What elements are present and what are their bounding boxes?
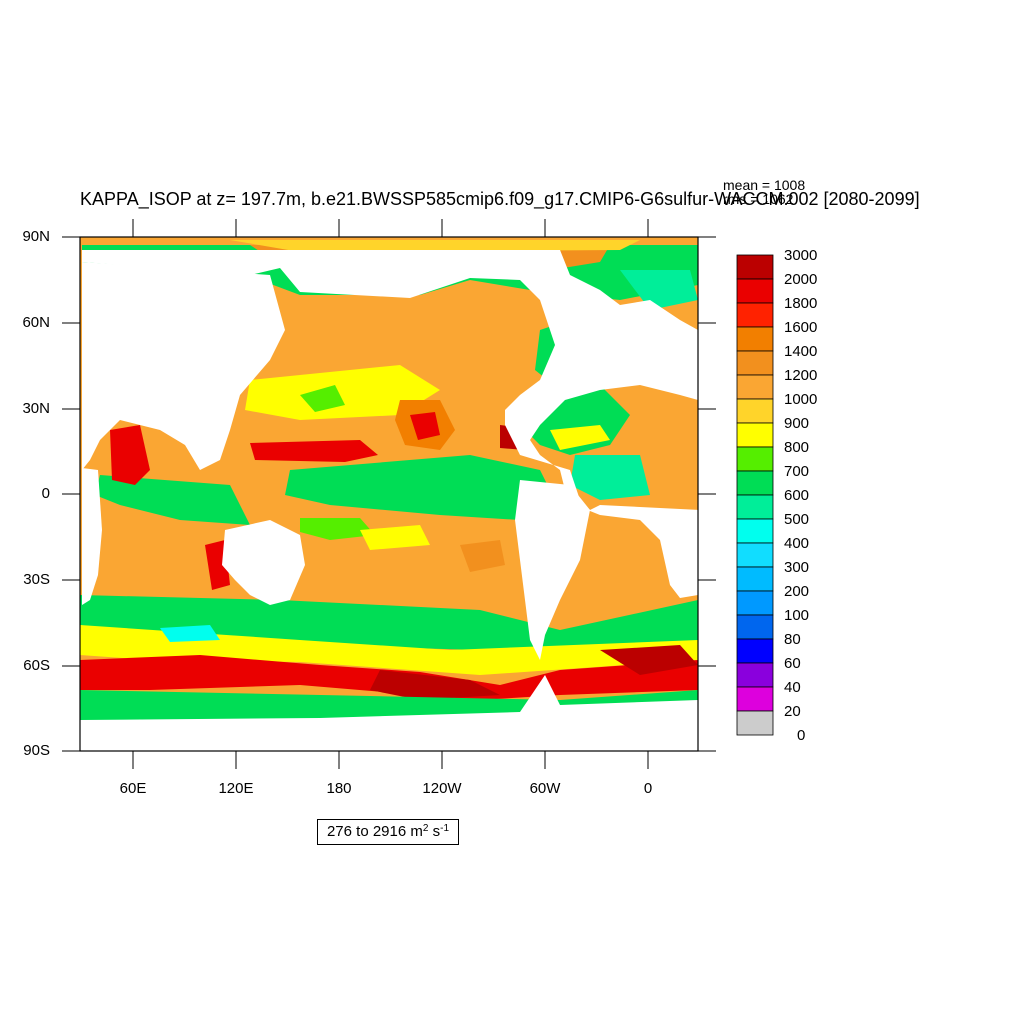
trop-atl-teal [570,455,650,500]
cb-label: 700 [784,463,810,480]
cb-label: 20 [784,703,801,720]
nordic-teal [620,270,698,310]
colorbar-box [736,638,774,664]
colorbar-box [736,254,774,280]
cb-label: 1400 [784,343,818,360]
arabian-red [110,425,150,485]
spac-orange [460,540,505,572]
range-label: 276 to 2916 m2 s-1 [317,819,459,845]
cb-label: 80 [784,631,801,648]
colorbar-box [736,302,774,328]
cb-label: 800 [784,439,810,456]
so-green-band [80,595,698,660]
xtick-180: 180 [326,780,352,797]
colorbar-box [736,542,774,568]
xtick-60w: 60W [529,780,561,797]
cb-label: 1200 [784,367,818,384]
ytick-30s: 30S [23,571,50,588]
cb-label: 300 [784,559,810,576]
indian-green [95,475,250,525]
ytick-eq: 0 [41,485,50,502]
colorbar-box [736,422,774,448]
colorbar-box [736,470,774,496]
eq-pac-lime [300,518,375,540]
colorbar-box [736,326,774,352]
land-antarctica [80,675,698,751]
npac-red [410,412,440,440]
colorbar-box [736,662,774,688]
cb-label: 40 [784,679,801,696]
ytick-90s: 90S [23,742,50,759]
ytick-60n: 60N [22,314,50,331]
cb-label: 400 [784,535,810,552]
ytick-90n: 90N [22,228,50,245]
ytick-30n: 30N [22,400,50,417]
rms-stat: rms = 1062 [723,191,794,207]
cb-label: 500 [784,511,810,528]
so-yellow-band [80,625,698,675]
colorbar-box [736,614,774,640]
colorbar-box [736,446,774,472]
mean-stat: mean = 1008 [723,177,806,193]
land-africa [82,468,102,605]
natl-yellow [550,425,610,450]
land-asia [82,262,285,470]
xtick-120w: 120W [422,780,462,797]
colorbar-box [736,278,774,304]
colorbar-box [736,590,774,616]
so-darkred [370,670,500,700]
map-field [80,237,698,751]
npac-green [300,385,345,412]
npac-yellow [245,365,440,420]
cb-label: 1600 [784,319,818,336]
cb-label: 200 [784,583,810,600]
range-mid: s [428,823,441,840]
cb-label: 1000 [784,391,818,408]
land-australia [222,520,305,605]
colorbar-box [736,710,774,736]
cb-label: 60 [784,655,801,672]
plot-title: KAPPA_ISOP at z= 197.7m, b.e21.BWSSP585c… [80,189,920,209]
colorbar-box [736,686,774,712]
colorbar-box [736,518,774,544]
xtick-60e: 60E [119,780,147,797]
so-teal-patch [160,625,220,642]
land-south-america [515,480,590,660]
cb-label: 1800 [784,295,818,312]
cb-label: 100 [784,607,810,624]
range-sup-1: 2 [422,823,429,834]
cb-label: 3000 [784,247,818,264]
cb-label: 2000 [784,271,818,288]
colorbar-box [736,494,774,520]
colorbar-box [736,374,774,400]
arctic-yellow [230,240,640,252]
colorbar [736,254,774,736]
eq-pac-green [285,455,555,520]
eq-pac-yellow [360,525,430,550]
range-text: 276 to 2916 m [326,823,423,840]
xtick-0: 0 [643,780,653,797]
ytick-60s: 60S [23,657,50,674]
so-darkred-atl [600,645,698,675]
cb-label: 0 [797,727,806,744]
cb-label: 900 [784,415,810,432]
npac-red-band [250,440,378,462]
stats-text: mean = 1008 rms = 1062 [723,178,805,206]
xtick-120e: 120E [218,780,254,797]
tick-marks [62,219,716,769]
colorbar-box [736,398,774,424]
cb-label: 600 [784,487,810,504]
colorbar-box [736,566,774,592]
colorbar-box [736,350,774,376]
range-sup-2: -1 [440,823,450,834]
land-masses [80,250,698,751]
